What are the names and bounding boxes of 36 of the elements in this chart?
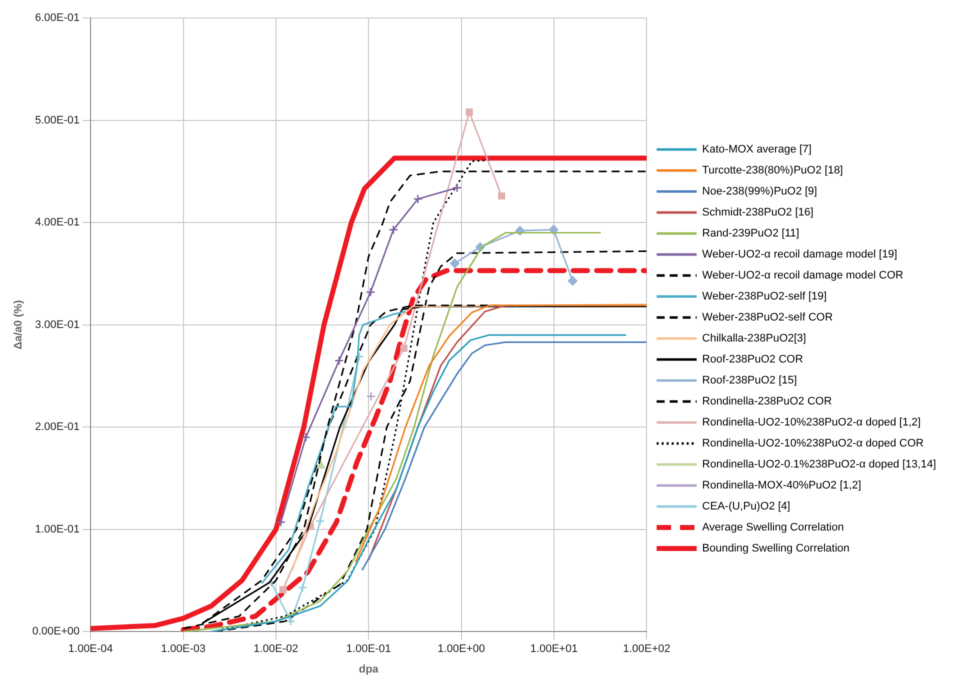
y-tick-label: 1.00E-01 — [34, 523, 80, 536]
x-tick-label: 1.00E+01 — [530, 643, 578, 656]
legend-label: Average Swelling Correlation — [702, 522, 844, 534]
x-tick-label: 1.00E-01 — [346, 643, 391, 656]
x-tick-label: 1.00E+00 — [438, 643, 486, 656]
legend-label: Rondinella-238PuO2 COR — [702, 396, 832, 408]
legend-label: Rondinella-MOX-40%PuO2 [1,2] — [702, 480, 862, 492]
y-tick-label: 6.00E-01 — [34, 12, 80, 24]
legend-label: Roof-238PuO2 [15] — [702, 374, 797, 387]
legend-label: Weber-238PuO2-self [19] — [702, 290, 827, 303]
legend-label: Weber-UO2-α recoil damage model [19] — [702, 248, 898, 261]
y-tick-label: 2.00E-01 — [34, 421, 80, 434]
y-tick-label: 5.00E-01 — [34, 114, 80, 126]
y-tick-label: 4.00E-01 — [34, 216, 80, 229]
x-tick-label: 1.00E-03 — [160, 643, 206, 656]
legend-label: Roof-238PuO2 COR — [702, 354, 804, 366]
y-tick-label: 0.00E+00 — [32, 626, 80, 638]
y-tick-label: 3.00E-01 — [34, 318, 80, 331]
legend-label: Rondinella-UO2-10%238PuO2-α doped COR — [702, 438, 924, 450]
legend-label: Bounding Swelling Correlation — [702, 542, 850, 555]
legend-label: Schmidt-238PuO2 [16] — [702, 206, 814, 219]
legend-label: Rondinella-UO2-10%238PuO2-α doped [1,2] — [702, 416, 921, 429]
legend-label: Kato-MOX average [7] — [702, 144, 812, 156]
x-tick-label: 1.00E-02 — [254, 643, 298, 656]
legend-label: Weber-238PuO2-self COR — [702, 312, 833, 324]
x-tick-label: 1.00E+02 — [622, 643, 670, 656]
legend-label: CEA-(U,Pu)O2 [4] — [702, 500, 790, 513]
legend-label: Turcotte-238(80%)PuO2 [18] — [702, 164, 843, 177]
x-tick-label: 1.00E-04 — [68, 643, 113, 656]
legend-label: Rondinella-UO2-0.1%238PuO2-α doped [13,14] — [702, 458, 936, 471]
y-axis-title: Δa/a0 (%) — [12, 300, 25, 350]
legend-label: Noe-238(99%)PuO2 [9] — [702, 186, 818, 198]
x-axis-title: dpa — [358, 663, 380, 676]
legend-label: Chilkalla-238PuO2[3] — [702, 332, 806, 345]
legend-label: Rand-239PuO2 [11] — [702, 228, 800, 240]
legend-label: Weber-UO2-α recoil damage model COR — [702, 270, 904, 282]
